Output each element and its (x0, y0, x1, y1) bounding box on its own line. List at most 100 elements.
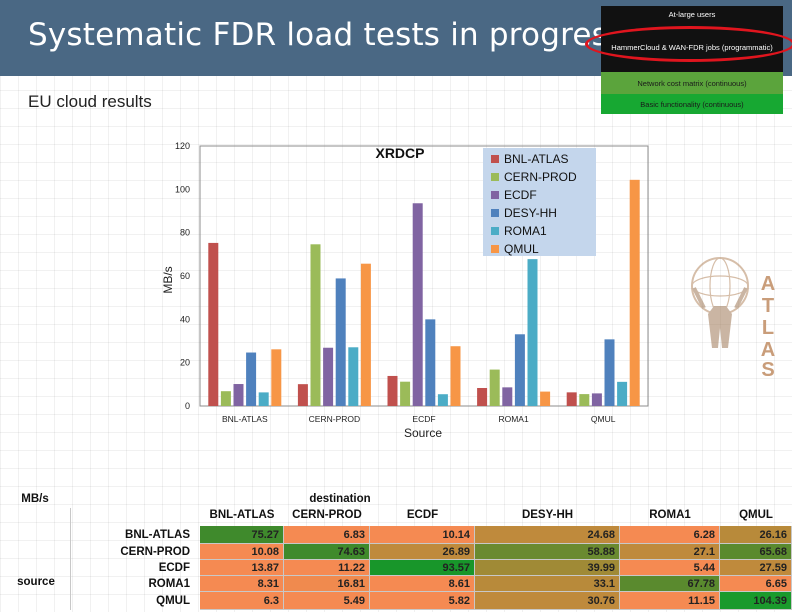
bar-bnl-atlas (566, 392, 577, 406)
table-cell: 5.49 (284, 592, 370, 610)
table-cell: 27.59 (720, 560, 792, 576)
table-cell: 13.87 (200, 560, 284, 576)
legend-swatch (491, 173, 499, 181)
legend-label: QMUL (504, 242, 539, 256)
atlas-logo: A T L A S (691, 257, 775, 378)
bar-qmul (540, 391, 551, 406)
table-row-header: BNL-ATLAS (125, 529, 190, 541)
legend-swatch (491, 245, 499, 253)
legend-label: BNL-ATLAS (504, 152, 568, 166)
logo-letter: A (761, 273, 775, 295)
table-cell: 33.1 (475, 576, 620, 592)
bar-qmul (450, 346, 461, 406)
table-column-header: ECDF (406, 509, 439, 521)
bar-desy-hh (425, 319, 436, 406)
table-cell: 26.89 (370, 544, 475, 560)
bar-cern-prod (579, 394, 590, 406)
table-cell: 5.82 (370, 592, 475, 610)
bar-roma1 (348, 347, 359, 406)
table-cell: 8.61 (370, 576, 475, 592)
table-cell: 104.39 (720, 592, 792, 610)
table-row-header: QMUL (156, 595, 190, 607)
table-cell: 5.44 (620, 560, 720, 576)
table-row-header: ROMA1 (148, 578, 190, 590)
table-column-header: ROMA1 (649, 509, 691, 521)
legend-swatch (491, 155, 499, 163)
table-cell: 75.27 (200, 526, 284, 544)
x-tick-label: ROMA1 (498, 414, 528, 424)
y-tick-label: 60 (180, 271, 190, 281)
legend-swatch (491, 209, 499, 217)
logo-letter: T (762, 295, 774, 317)
bar-roma1 (258, 392, 269, 406)
table-cell: 26.16 (720, 526, 792, 544)
bar-cern-prod (310, 244, 321, 406)
table-cell: 16.81 (284, 576, 370, 592)
bar-qmul (360, 263, 371, 406)
table-cell: 11.15 (620, 592, 720, 610)
bar-cern-prod (489, 369, 500, 406)
table-destination-label: destination (309, 493, 371, 505)
legend-label: ROMA1 (504, 224, 547, 238)
bar-ecdf (233, 384, 244, 406)
bar-desy-hh (514, 334, 525, 406)
y-axis-label: MB/s (161, 266, 175, 293)
table-cell: 10.08 (200, 544, 284, 560)
table-cell: 6.83 (284, 526, 370, 544)
table-cell: 10.14 (370, 526, 475, 544)
table-cell: 67.78 (620, 576, 720, 592)
table-cell: 30.76 (475, 592, 620, 610)
table-cell: 24.68 (475, 526, 620, 544)
table-divider (70, 508, 71, 610)
table-column-header: QMUL (739, 509, 773, 521)
chart-title: XRDCP (375, 145, 424, 161)
table-row-header: CERN-PROD (120, 546, 190, 558)
x-tick-label: QMUL (591, 414, 616, 424)
table-cell: 58.88 (475, 544, 620, 560)
bar-roma1 (527, 259, 538, 406)
y-tick-label: 40 (180, 314, 190, 324)
table-cell: 6.3 (200, 592, 284, 610)
xrdcp-bar-chart: 0 20 40 60 80 100 120 BNL-ATLAS CERN-PROD ECDF ROM… (161, 141, 649, 440)
table-column-header: DESY-HH (521, 509, 574, 521)
slide-title: Systematic FDR load tests in progress (28, 17, 625, 53)
table-cell: 74.63 (284, 544, 370, 560)
x-axis-label: Source (404, 426, 442, 440)
table-unit-label: MB/s (21, 493, 49, 505)
bar-roma1 (617, 381, 628, 406)
legend-box (483, 148, 596, 256)
bar-bnl-atlas (477, 387, 488, 406)
y-tick-label: 20 (180, 358, 190, 368)
bar-desy-hh (246, 352, 257, 406)
y-tick-label: 80 (180, 228, 190, 238)
bar-desy-hh (604, 339, 615, 406)
pyramid-level-basic: Basic functionality (continuous) (601, 94, 783, 114)
pyramid-level-at-large: At-large users (601, 6, 783, 22)
logo-letter: S (761, 359, 774, 378)
bar-qmul (271, 349, 282, 406)
x-tick-label: BNL-ATLAS (222, 414, 268, 424)
bar-ecdf (412, 203, 423, 406)
bar-ecdf (502, 387, 513, 406)
table-cell: 8.31 (200, 576, 284, 592)
legend-label: CERN-PROD (504, 170, 577, 184)
table-cell: 11.22 (284, 560, 370, 576)
plot-area-frame (199, 145, 649, 407)
table-column-header: CERN-PROD (292, 509, 362, 521)
table-row-header: ECDF (158, 562, 190, 574)
bar-qmul (629, 179, 640, 406)
table-source-label: source (17, 576, 55, 588)
y-tick-label: 120 (175, 141, 190, 151)
testing-pyramid: At-large users HammerCloud & WAN-FDR job… (601, 6, 783, 114)
throughput-table: MB/s destination source BNL-ATLAS CERN-PR… (0, 486, 792, 612)
legend-swatch (491, 227, 499, 235)
logo-letter: A (761, 339, 775, 361)
logo-letter: L (762, 317, 774, 339)
table-cell: 39.99 (475, 560, 620, 576)
bar-cern-prod (400, 381, 411, 406)
legend-label: DESY-HH (504, 206, 557, 220)
bar-bnl-atlas (208, 242, 219, 406)
y-tick-label: 0 (185, 401, 190, 411)
bar-ecdf (323, 347, 334, 406)
legend-swatch (491, 191, 499, 199)
